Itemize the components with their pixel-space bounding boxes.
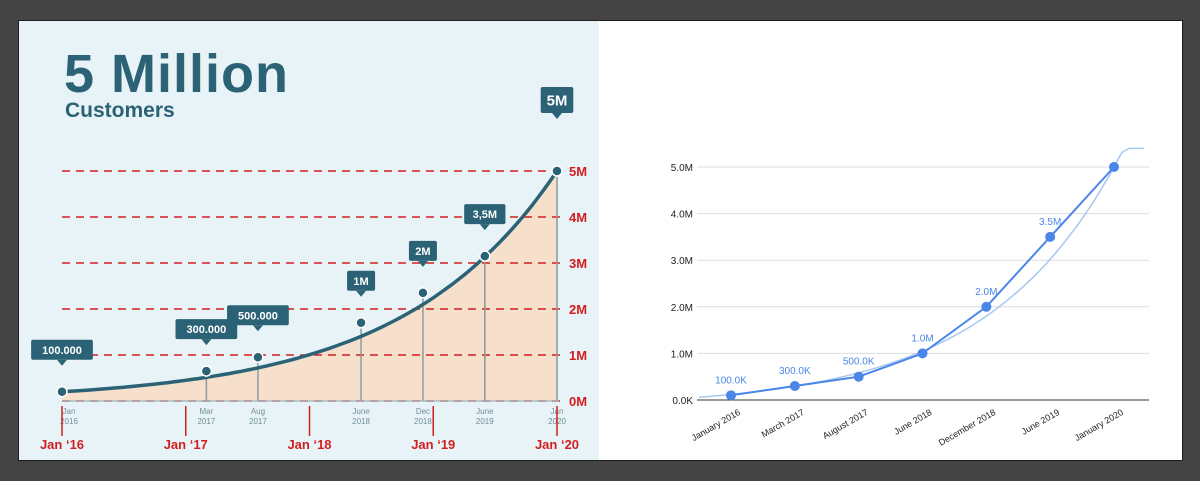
callout-label: 3,5M — [473, 209, 497, 221]
callout-pointer — [417, 260, 428, 267]
year-tick-label: Jan ‘19 — [411, 437, 455, 452]
milestone-callout: 100.000 — [31, 339, 93, 366]
callout-box — [464, 204, 506, 225]
callout-pointer — [57, 359, 67, 366]
callout-label: 2M — [415, 246, 430, 258]
y-tick-label: 5.0M — [671, 163, 693, 174]
data-point — [726, 390, 736, 401]
data-point — [917, 348, 928, 359]
x-tick-label: December 2018 — [937, 407, 997, 448]
milestone-callout: 500.000 — [227, 305, 289, 332]
data-label: 500.0K — [843, 357, 875, 368]
callout-label: 300.000 — [186, 324, 226, 336]
milestone-point — [252, 351, 264, 364]
date-label-month: Dec — [416, 407, 430, 416]
callout-box — [175, 319, 238, 340]
callout-box — [31, 339, 93, 360]
date-label-year: 2019 — [476, 417, 494, 426]
growth-area-fill — [62, 171, 557, 401]
data-label: 1.0M — [911, 333, 933, 344]
y-tick-label: 2.0M — [671, 303, 693, 314]
milestone-callout: 300.000 — [175, 319, 238, 346]
callout-box — [408, 240, 437, 261]
callout-box — [540, 87, 574, 113]
year-tick-label: Jan ‘16 — [40, 437, 84, 452]
data-point — [1045, 231, 1056, 242]
milestone-callout: 1M — [347, 270, 376, 297]
series-line — [730, 166, 1115, 397]
y-tick-label: 2M — [569, 302, 587, 317]
milestone-callout: 2M — [408, 240, 437, 267]
callout-pointer — [201, 339, 212, 346]
subheadline: Customers — [65, 99, 175, 122]
y-tick-label: 4.0M — [671, 210, 693, 221]
callout-label: 5M — [547, 92, 568, 109]
x-tick-label: August 2017 — [821, 407, 870, 441]
x-tick-label: June 2018 — [892, 407, 933, 437]
date-label-year: 2017 — [249, 417, 267, 426]
milestone-point — [355, 317, 367, 329]
data-label: 3.5M — [1039, 217, 1061, 228]
callout-label: 1M — [353, 276, 368, 288]
callout-label: 100.000 — [42, 345, 82, 357]
milestone-point — [200, 365, 213, 377]
date-label-month: Mar — [199, 407, 213, 416]
date-label-month: Aug — [251, 407, 265, 416]
callout-box — [347, 270, 376, 291]
screenshot-frame: 5 Million Customers 0M 1M 2M 3M 4M 5M 100.000 J… — [18, 20, 1183, 461]
date-label-year: 2016 — [60, 417, 78, 426]
callout-box — [227, 305, 289, 326]
callout-label: 500.000 — [238, 310, 278, 322]
line-chart-panel: 0.0K 1.0M 2.0M 3.0M 4.0M 5.0M 100.0K January 20… — [599, 21, 1182, 460]
y-tick-label: 1.0M — [671, 349, 693, 360]
x-tick-label: January 2016 — [690, 407, 742, 443]
milestone-point — [551, 165, 563, 177]
date-label-month: Jan — [63, 407, 76, 416]
x-tick-label: June 2019 — [1020, 407, 1061, 437]
trend-line — [698, 147, 1144, 399]
callout-pointer — [479, 224, 490, 231]
date-label-month: June — [476, 407, 494, 416]
data-point — [853, 371, 864, 382]
y-tick-label: 3.0M — [671, 256, 693, 267]
x-tick-label: March 2017 — [760, 407, 806, 439]
y-tick-label: 5M — [569, 164, 587, 179]
milestone-point — [56, 386, 68, 398]
headline: 5 Million — [64, 44, 289, 104]
callout-pointer — [252, 325, 263, 332]
callout-pointer — [552, 113, 562, 119]
infographic-chart: 0M1M2M3M4M5M100.000Jan2016300.000Mar2017… — [31, 87, 587, 452]
data-label: 100.0K — [715, 375, 747, 386]
data-point — [981, 301, 992, 312]
data-label: 300.0K — [779, 366, 811, 377]
date-label-year: 2018 — [352, 417, 370, 426]
year-tick-label: Jan ‘18 — [287, 437, 331, 452]
date-label-year: 2017 — [197, 417, 215, 426]
y-tick-label: 0.0K — [672, 396, 693, 407]
milestone-callout: 5M — [540, 87, 574, 119]
x-tick-label: January 2020 — [1073, 407, 1125, 443]
line-chart: 0.0K 1.0M 2.0M 3.0M 4.0M 5.0M 100.0K January 20… — [671, 147, 1149, 448]
date-label-month: June — [352, 407, 370, 416]
y-tick-label: 0M — [569, 394, 587, 409]
infographic-panel: 5 Million Customers 0M 1M 2M 3M 4M 5M 100.000 J… — [19, 21, 599, 460]
y-tick-label: 3M — [569, 256, 587, 271]
date-label-year: 2018 — [414, 417, 432, 426]
data-point — [789, 381, 800, 392]
callout-pointer — [356, 290, 367, 297]
milestone-callout: 3,5M — [464, 204, 506, 231]
y-tick-label: 1M — [569, 348, 587, 363]
milestone-point — [417, 287, 429, 299]
milestone-point — [479, 250, 491, 262]
data-point — [1109, 162, 1119, 172]
y-tick-label: 4M — [569, 210, 587, 225]
data-label: 2.0M — [975, 287, 997, 298]
year-tick-label: Jan ‘20 — [535, 437, 579, 452]
year-tick-label: Jan ‘17 — [164, 437, 208, 452]
growth-curve — [61, 170, 559, 394]
